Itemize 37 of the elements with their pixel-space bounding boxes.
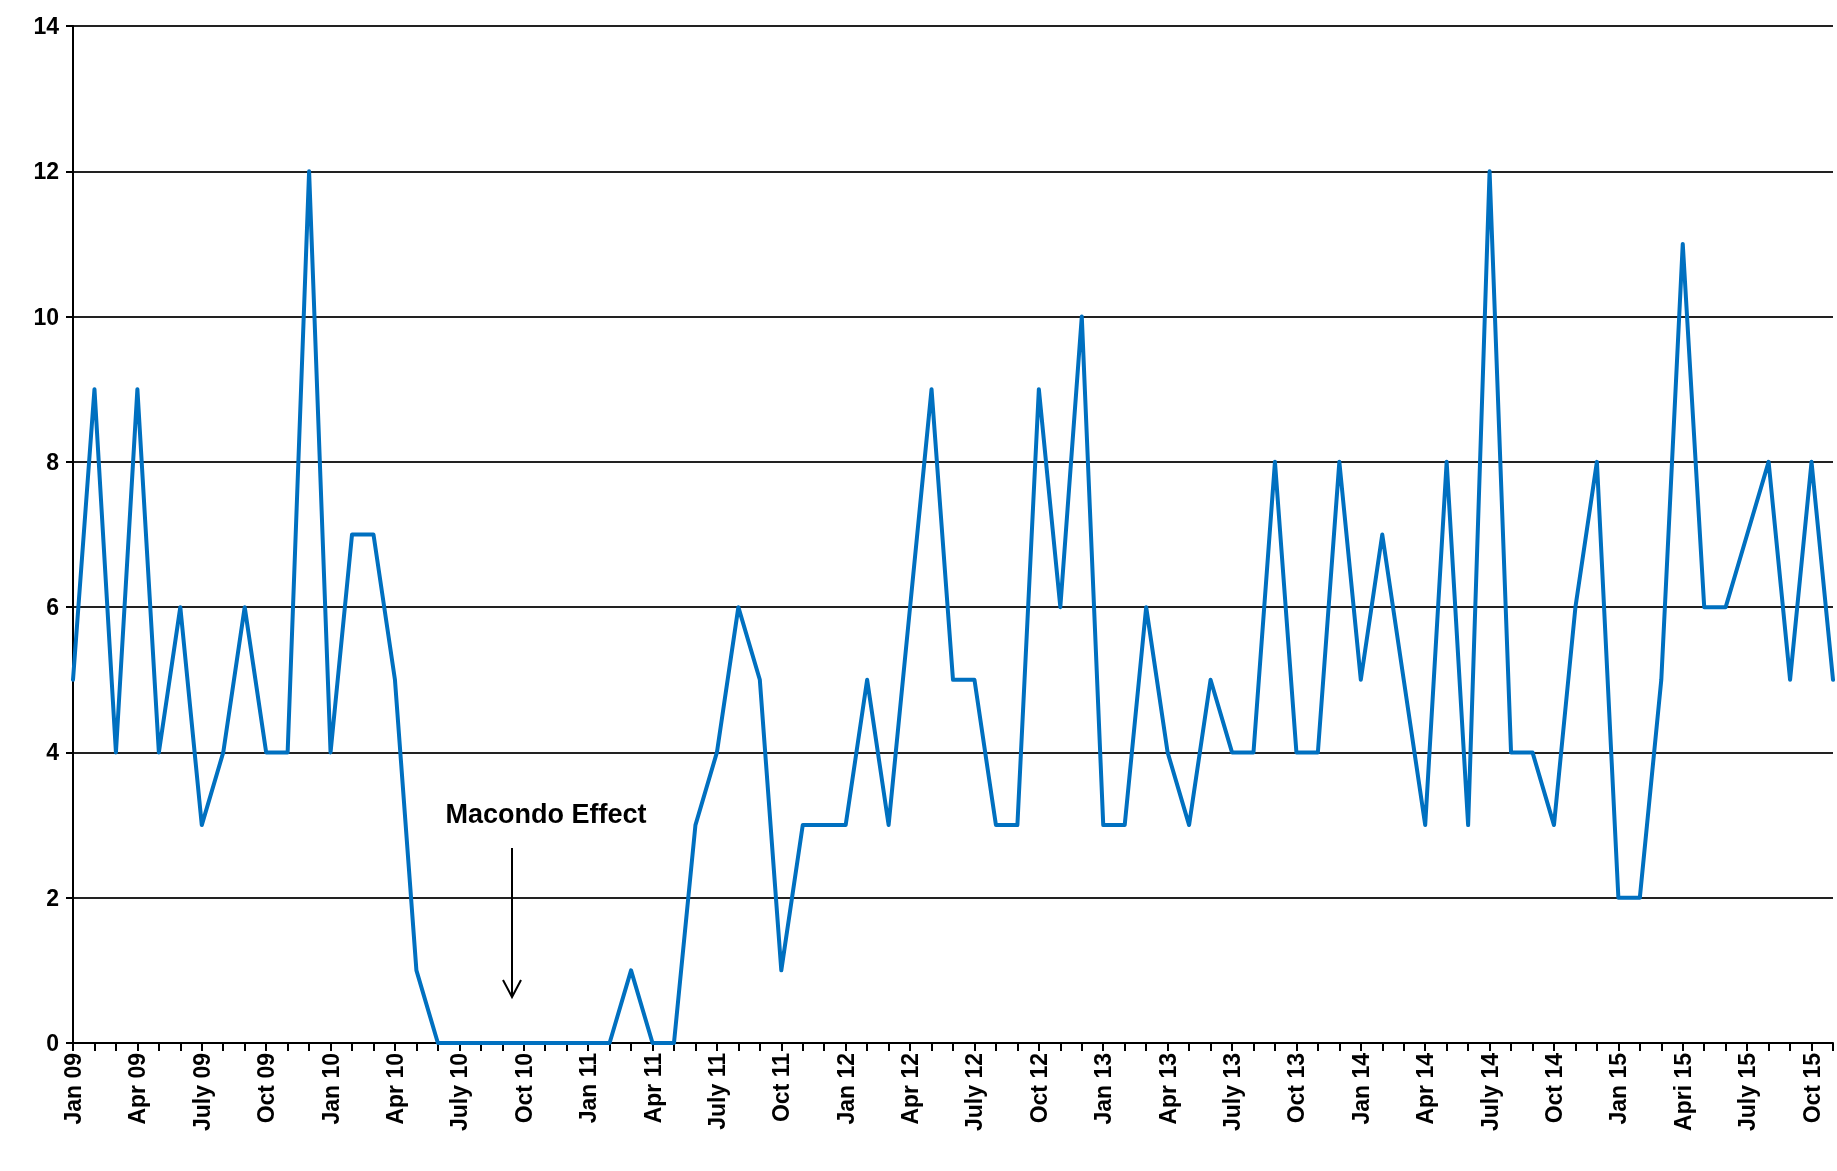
x-tick-label: Jan 15 [1605,1052,1632,1125]
x-tick-label: July 11 [703,1052,730,1130]
y-tick-label: 6 [46,594,59,621]
x-tick-label: Oct 15 [1798,1052,1825,1124]
x-tick-label: July 14 [1476,1052,1503,1131]
y-tick-label: 4 [46,739,60,766]
y-tick-label: 12 [33,158,59,185]
x-tick-label: Apr 13 [1154,1053,1181,1125]
x-tick-label: Oct 10 [510,1053,537,1124]
x-tick-label: Apri 15 [1669,1052,1696,1131]
x-tick-label: Jan 10 [317,1053,344,1125]
x-tick-label: Oct 14 [1540,1052,1567,1124]
x-tick-label: Oct 09 [253,1053,280,1124]
y-tick-label: 2 [46,884,59,911]
annotation: Macondo Effect [445,799,647,829]
x-tick-label: Apr 09 [124,1053,151,1125]
x-tick-label: Apr 14 [1412,1052,1439,1125]
x-tick-label: Oct 13 [1283,1053,1310,1124]
x-tick-label: July 09 [188,1053,215,1131]
x-tick-label: July 10 [446,1053,473,1131]
x-tick-label: Jan 09 [60,1053,86,1125]
x-tick-label: Jan 13 [1090,1053,1117,1125]
x-tick-label: Jan 11 [575,1052,602,1124]
x-tick-label: Oct 12 [1025,1053,1052,1124]
y-tick-label: 0 [46,1030,59,1056]
x-tick-label: Jan 14 [1347,1052,1374,1125]
x-tick-label: Apr 10 [381,1053,408,1125]
x-tick-label: July 13 [1219,1053,1246,1131]
x-tick-label: Jan 12 [832,1053,859,1125]
x-tick-label: Oct 11 [768,1052,795,1123]
y-tick-label: 14 [33,13,60,39]
y-tick-label: 10 [33,303,59,330]
x-tick-label: July 12 [961,1053,988,1131]
x-tick-label: July 15 [1734,1052,1761,1131]
x-tick-label: Apr 12 [897,1053,924,1125]
y-tick-label: 8 [46,448,60,475]
x-tick-label: Apr 11 [639,1052,666,1124]
